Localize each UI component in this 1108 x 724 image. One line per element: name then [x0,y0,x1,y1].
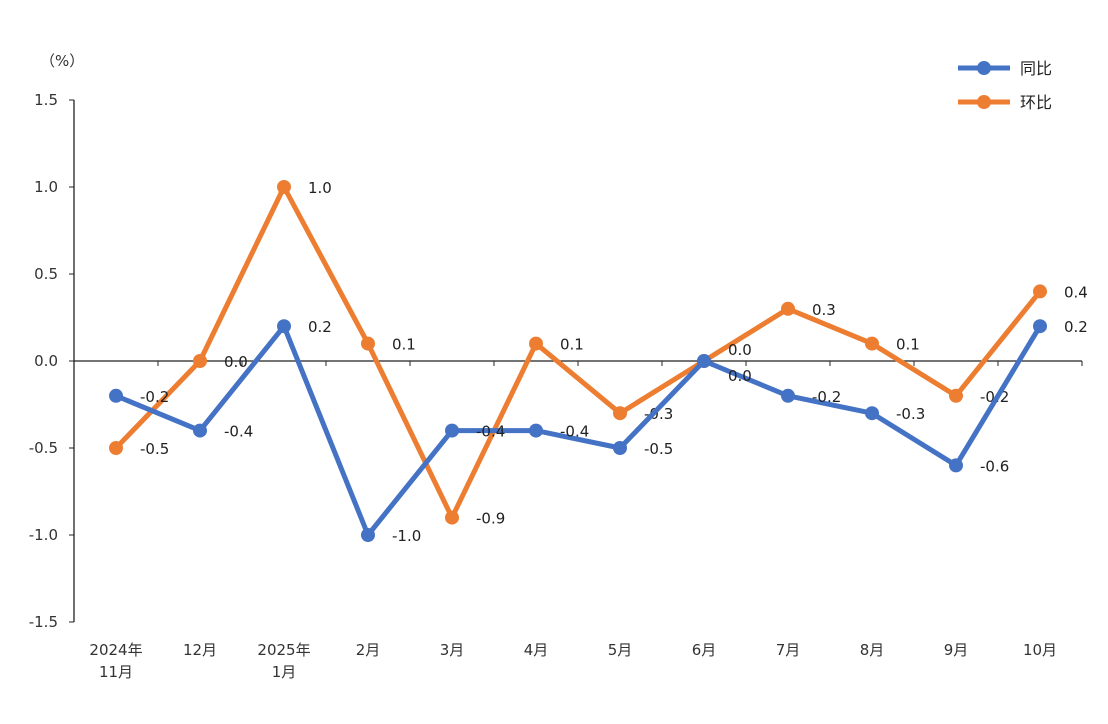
data-point [361,528,375,542]
data-point [781,301,795,316]
data-point [781,388,795,403]
x-tick-label: 12月 [183,641,217,659]
data-label: 1.0 [308,179,332,197]
data-label: 0.0 [728,341,752,359]
x-tick-label: 8月 [860,641,885,659]
y-tick-label: 0.5 [34,265,58,283]
x-tick-label: 7月 [776,641,801,659]
data-point [529,336,543,351]
data-label: -0.5 [140,440,169,458]
data-point [613,441,627,455]
y-tick-label: -1.5 [29,613,58,631]
data-label: -0.9 [476,510,505,528]
legend-label: 环比 [1020,93,1052,112]
data-label: 0.0 [728,367,752,385]
y-tick-label: -0.5 [29,439,58,457]
series-同比: -0.2 -0.4 0.2 -1.0 -0.4 -0.4 -0.5 0.0 -0.2 -0.3 -0… [109,318,1088,545]
data-point [277,180,291,194]
data-point [193,354,207,368]
data-point [1033,284,1047,299]
x-tick-label: 10月 [1023,641,1057,659]
data-label: 0.4 [1064,283,1088,301]
data-point [109,441,123,455]
data-label: 0.0 [224,353,248,371]
data-label: -0.6 [980,457,1009,475]
data-label: -0.4 [560,423,589,441]
data-label: -0.4 [224,423,253,441]
x-tick-label: 9月 [944,641,969,659]
x-tick-label: 2月 [356,641,381,659]
y-axis-unit-label: （%） [40,52,84,70]
series-环比: -0.5 0.0 1.0 0.1 -0.9 0.1 -0.3 0.0 0.3 0.1 -0.2 0.4 [109,179,1088,528]
legend-item: 同比 [958,59,1052,78]
y-tick-label: 1.0 [34,178,58,196]
series-line [115,323,1043,538]
data-point [109,388,123,403]
data-point [1033,319,1047,334]
y-tick-label: 1.5 [34,91,58,109]
data-label: 0.3 [812,301,836,319]
data-point [865,336,879,351]
x-tick-label: 2025年 1月 [257,641,310,681]
data-label: -0.2 [812,388,841,406]
x-tick-label: 3月 [440,641,465,659]
data-label: -0.5 [644,440,673,458]
y-tick-label: 0.0 [34,352,58,370]
y-tick-label: -1.0 [29,526,58,544]
x-tick-label: 4月 [524,641,549,659]
data-label: 0.2 [1064,318,1088,336]
data-label: 0.1 [560,336,584,354]
x-tick-label: 6月 [692,641,717,659]
data-label: -0.2 [140,388,169,406]
series-line [114,184,1042,521]
x-tick-label: 5月 [608,641,633,659]
data-point [865,406,879,421]
data-point [613,406,627,421]
data-point [445,423,459,438]
data-label: -0.3 [896,405,925,423]
data-point [445,510,459,525]
data-point [193,423,207,438]
data-point [529,423,543,438]
data-label: -0.4 [476,423,505,441]
data-point [277,319,291,334]
data-label: 0.1 [392,336,416,354]
data-point [361,336,375,351]
x-tick-label: 2024年 11月 [89,641,142,681]
data-label: 0.1 [896,336,920,354]
data-point [949,458,963,473]
data-point [697,354,711,368]
legend-item: 环比 [958,93,1052,112]
legend-marker [977,61,991,75]
data-point [949,388,963,403]
data-label: 0.2 [308,318,332,336]
legend-label: 同比 [1020,59,1052,78]
legend-marker [977,95,991,109]
data-label: -1.0 [392,527,421,545]
